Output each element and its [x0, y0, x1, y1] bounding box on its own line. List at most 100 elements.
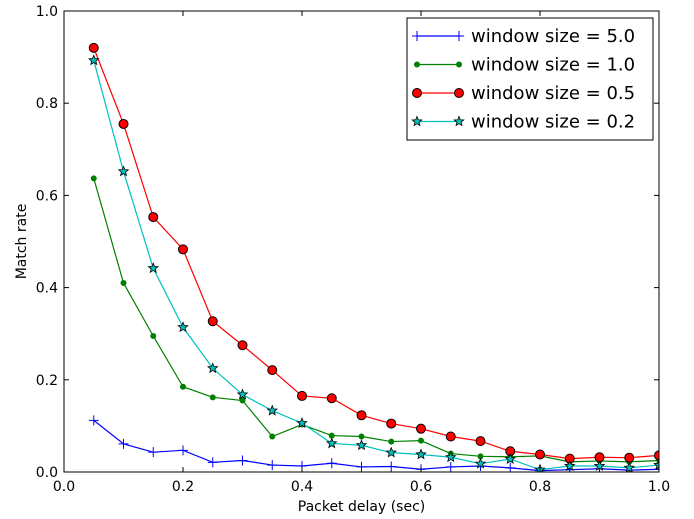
legend-marker: [412, 31, 422, 41]
data-point: [358, 433, 365, 440]
data-point: [328, 432, 335, 439]
data-point: [209, 394, 216, 401]
data-point: [178, 244, 188, 255]
y-tick-label: 0.4: [36, 281, 58, 297]
legend-entry: window size = 0.2: [411, 112, 635, 133]
legend-entry: window size = 5.0: [412, 26, 635, 47]
data-point: [445, 431, 456, 442]
y-tick-label: 0.0: [36, 465, 58, 481]
y-tick-label: 0.6: [36, 188, 58, 204]
data-point: [504, 453, 517, 465]
data-point: [653, 459, 659, 471]
data-point: [475, 436, 486, 447]
y-tick-label: 0.2: [36, 373, 58, 389]
legend-marker: [412, 88, 422, 98]
data-point: [148, 212, 159, 223]
axis-ticks: 0.0 0.2 0.4 0.6 0.8 1.0 0.0 0.2 0.4 0.6 0.8 1.0: [36, 4, 670, 495]
data-point: [239, 397, 246, 404]
series-line: [93, 419, 659, 472]
legend-label: window size = 5.0: [471, 26, 635, 47]
data-point: [269, 433, 276, 440]
data-point: [180, 383, 186, 390]
legend-marker: [411, 115, 423, 127]
data-point: [356, 461, 367, 472]
data-point: [444, 451, 457, 463]
y-tick-label: 0.8: [36, 96, 58, 112]
x-tick-label: 0.2: [172, 479, 194, 495]
plot-frame: [63, 10, 660, 473]
data-point: [178, 445, 188, 456]
legend: window size = 5.0 window size = 1.0 window…: [406, 17, 654, 141]
series-line: [93, 47, 659, 460]
data-point: [296, 417, 308, 429]
legend-box: [406, 17, 654, 141]
legend-marker: [454, 88, 464, 98]
x-tick-label: 0.4: [291, 479, 313, 495]
data-point: [355, 439, 368, 451]
data-point: [267, 460, 278, 471]
data-point: [624, 452, 635, 463]
data-point: [623, 461, 636, 472]
series-line: [93, 178, 659, 463]
data-point: [593, 459, 606, 471]
legend-marker: [453, 115, 465, 127]
legend-entry: window size = 0.5: [412, 83, 635, 104]
data-point: [416, 423, 426, 434]
y-axis-label: Match rate: [14, 204, 30, 280]
data-point: [206, 362, 219, 374]
x-tick-label: 0.8: [529, 479, 551, 495]
data-point: [535, 449, 545, 460]
x-tick-label: 1.0: [648, 479, 670, 495]
data-point: [474, 457, 487, 469]
x-tick-label: 0.6: [410, 479, 432, 495]
legend-marker: [454, 31, 464, 41]
data-point: [147, 262, 160, 274]
legend-entry: window size = 1.0: [414, 55, 635, 76]
data-point: [118, 118, 129, 129]
data-point: [207, 316, 218, 327]
data-point: [120, 279, 127, 286]
data-point: [88, 415, 99, 426]
data-point: [87, 54, 100, 66]
series-4: [87, 54, 659, 472]
data-point: [445, 461, 456, 472]
data-point: [386, 418, 397, 429]
series-line: [93, 60, 659, 471]
data-point: [88, 42, 99, 53]
legend-label: window size = 1.0: [471, 55, 635, 76]
legend-marker: [456, 61, 462, 68]
data-point: [505, 462, 516, 472]
data-point: [148, 447, 159, 458]
data-point: [118, 438, 129, 449]
y-tick-label: 1.0: [36, 4, 58, 20]
plot-area: [87, 42, 659, 472]
legend-label: window size = 0.5: [471, 83, 635, 104]
data-point: [654, 450, 659, 461]
data-point: [418, 437, 424, 444]
data-point: [267, 365, 278, 376]
data-point: [236, 388, 249, 400]
data-point: [177, 321, 189, 333]
series-3: [88, 42, 659, 464]
data-point: [90, 175, 97, 182]
data-point: [266, 404, 279, 416]
data-point: [237, 340, 248, 351]
data-point: [356, 410, 367, 421]
data-point: [237, 455, 248, 466]
data-point: [326, 458, 337, 469]
data-point: [386, 461, 397, 472]
data-point: [297, 390, 307, 401]
data-point: [388, 438, 395, 445]
data-point: [415, 448, 427, 460]
data-point: [207, 457, 218, 468]
data-point: [117, 165, 130, 177]
legend-marker: [414, 61, 420, 68]
data-point: [326, 393, 337, 404]
data-point: [385, 446, 398, 458]
data-point: [150, 333, 157, 340]
x-tick-label: 0.0: [53, 479, 75, 495]
data-point: [325, 437, 338, 449]
data-point: [563, 459, 576, 471]
legend-label: window size = 0.2: [471, 112, 635, 133]
